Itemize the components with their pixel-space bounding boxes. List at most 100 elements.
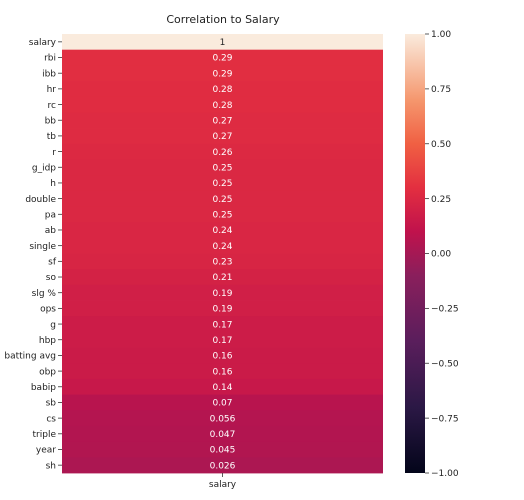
heatmap-cell bbox=[62, 96, 383, 113]
cell-value-label: 0.17 bbox=[212, 320, 232, 330]
heatmap-cell bbox=[62, 284, 383, 301]
heatmap-cell bbox=[62, 190, 383, 207]
row-tick-label: tb bbox=[47, 132, 57, 142]
heatmap-cell bbox=[62, 49, 383, 66]
colorbar-tick-label: −0.25 bbox=[431, 305, 459, 315]
heatmap-cell bbox=[62, 441, 383, 458]
cell-value-label: 0.16 bbox=[212, 367, 232, 377]
colorbar-ticks: 1.00 0.75 0.50 0.25 0.00 −0.25 −0.50 −0.75 −1.00 bbox=[425, 30, 459, 479]
row-tick-label: cs bbox=[46, 414, 56, 424]
row-tick-label: hbp bbox=[39, 336, 56, 346]
cell-value-label: 0.056 bbox=[210, 414, 236, 424]
heatmap-cell bbox=[62, 300, 383, 317]
heatmap-cell bbox=[62, 378, 383, 396]
heatmap-cell bbox=[62, 159, 383, 176]
cell-value-label: 0.28 bbox=[212, 101, 232, 111]
heatmap-cell bbox=[62, 112, 383, 129]
row-tick-label: ibb bbox=[42, 69, 56, 79]
cell-value-label: 0.19 bbox=[212, 289, 232, 299]
cell-value-label: 0.045 bbox=[210, 446, 236, 456]
heatmap-cell bbox=[62, 316, 383, 333]
row-tick-label: hr bbox=[47, 85, 57, 95]
heatmap-cell bbox=[62, 175, 383, 192]
row-tick-label: obp bbox=[39, 367, 56, 377]
cell-value-label: 0.24 bbox=[212, 242, 232, 252]
heatmap-cell bbox=[62, 410, 383, 427]
cell-value-label: 0.24 bbox=[212, 226, 232, 236]
heatmap-cell bbox=[62, 331, 383, 348]
cell-value-label: 0.25 bbox=[212, 211, 232, 221]
cell-value-label: 0.25 bbox=[212, 195, 232, 205]
heatmap-cell bbox=[62, 363, 383, 380]
chart-title: Correlation to Salary bbox=[166, 13, 280, 26]
heatmap-cell bbox=[62, 457, 383, 474]
row-tick-label: rc bbox=[48, 101, 57, 111]
row-tick-label: r bbox=[52, 148, 56, 158]
row-tick-label: batting avg bbox=[4, 352, 56, 362]
row-tick-label: triple bbox=[33, 430, 57, 440]
row-tick-label: bb bbox=[45, 116, 57, 126]
cell-value-label: 0.29 bbox=[212, 54, 232, 64]
column-tick-labels: salary bbox=[209, 473, 237, 490]
heatmap-cell bbox=[62, 394, 383, 411]
cell-value-label: 0.07 bbox=[212, 399, 232, 409]
heatmap-cell bbox=[62, 81, 383, 98]
row-tick-label: slg % bbox=[32, 289, 57, 299]
cell-value-label: 0.23 bbox=[212, 258, 232, 268]
cell-value-label: 0.27 bbox=[212, 132, 232, 142]
row-tick-label: double bbox=[25, 195, 56, 205]
heatmap-cell bbox=[62, 237, 383, 254]
row-tick-label: single bbox=[29, 242, 56, 252]
row-tick-label: g bbox=[50, 320, 56, 330]
heatmap-cell bbox=[62, 206, 383, 223]
cell-value-label: 1 bbox=[220, 38, 226, 48]
cell-value-label: 0.26 bbox=[212, 148, 232, 158]
cell-value-label: 0.14 bbox=[212, 383, 232, 393]
row-tick-label: g_idp bbox=[32, 163, 56, 173]
colorbar-tick-label: 0.50 bbox=[431, 140, 451, 150]
row-tick-label: sb bbox=[46, 399, 57, 409]
row-tick-label: sf bbox=[48, 258, 57, 268]
heatmap-cell bbox=[62, 425, 383, 443]
colorbar-tick-label: 0.25 bbox=[431, 195, 451, 205]
heatmap-cell bbox=[62, 269, 383, 286]
heatmap-cell bbox=[62, 34, 383, 51]
cell-value-label: 0.25 bbox=[212, 179, 232, 189]
heatmap-cell bbox=[62, 253, 383, 270]
colorbar-gradient bbox=[405, 34, 425, 473]
row-tick-label: h bbox=[50, 179, 56, 189]
row-tick-label: rbi bbox=[44, 54, 56, 64]
heatmap-cell bbox=[62, 65, 383, 82]
row-tick-label: babip bbox=[31, 383, 56, 393]
colorbar-tick-label: −0.50 bbox=[431, 359, 459, 369]
colorbar-tick-label: −0.75 bbox=[431, 414, 459, 424]
row-tick-label: sh bbox=[46, 461, 56, 471]
cell-value-label: 0.19 bbox=[212, 305, 232, 315]
heatmap-cell bbox=[62, 347, 383, 364]
cell-value-label: 0.17 bbox=[212, 336, 232, 346]
row-tick-label: year bbox=[36, 446, 56, 456]
cell-value-label: 0.27 bbox=[212, 116, 232, 126]
colorbar-tick-label: 0.00 bbox=[431, 250, 451, 260]
cell-value-label: 0.16 bbox=[212, 352, 232, 362]
heatmap-cell bbox=[62, 143, 383, 160]
row-tick-label: ops bbox=[40, 305, 56, 315]
heatmap-cell bbox=[62, 222, 383, 239]
cell-value-label: 0.026 bbox=[210, 461, 236, 471]
heatmap-cells: 1 0.29 0.29 0.28 0.28 0.27 0.27 0.26 0.25 0.25 0.2… bbox=[62, 34, 383, 474]
cell-value-label: 0.047 bbox=[210, 430, 236, 440]
colorbar bbox=[405, 34, 425, 473]
colorbar-tick-label: −1.00 bbox=[431, 469, 459, 479]
row-tick-label: salary bbox=[29, 38, 57, 48]
cell-value-label: 0.28 bbox=[212, 85, 232, 95]
row-tick-label: pa bbox=[45, 211, 56, 221]
cell-value-label: 0.29 bbox=[212, 69, 232, 79]
column-tick-label: salary bbox=[209, 480, 237, 490]
row-tick-label: so bbox=[46, 273, 57, 283]
colorbar-tick-label: 1.00 bbox=[431, 30, 451, 40]
cell-value-label: 0.25 bbox=[212, 163, 232, 173]
heatmap-cell bbox=[62, 128, 383, 145]
row-tick-label: ab bbox=[45, 226, 57, 236]
